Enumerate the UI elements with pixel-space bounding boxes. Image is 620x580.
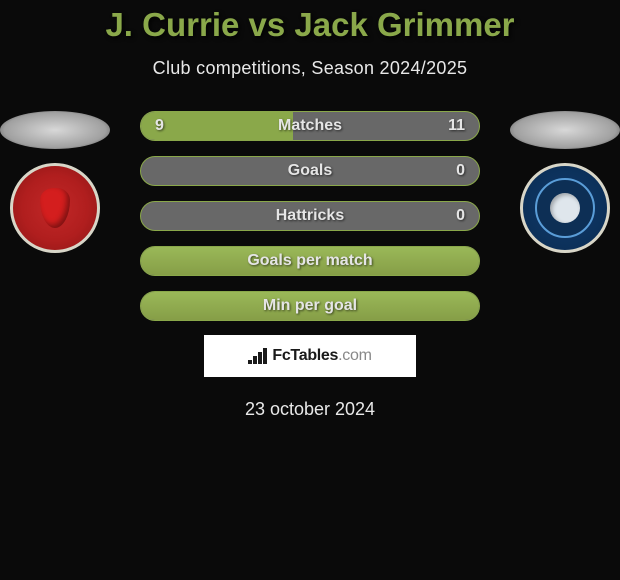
stat-row: Min per goal [140,291,480,321]
watermark-text: FcTables.com [272,347,371,365]
club-logo-right [520,163,610,253]
player-left-column [0,111,110,253]
watermark: FcTables.com [204,335,416,377]
stat-label: Matches [141,112,479,140]
stat-row: 9Matches11 [140,111,480,141]
page-title: J. Currie vs Jack Grimmer [0,0,620,44]
watermark-brand: FcTables [272,347,338,364]
season-subtitle: Club competitions, Season 2024/2025 [0,58,620,79]
comparison-panel: 9Matches11Goals0Hattricks0Goals per matc… [0,111,620,420]
club-logo-right-inner [535,178,595,238]
stat-value-right: 0 [456,202,465,230]
stat-row: Goals per match [140,246,480,276]
player-silhouette-left [0,111,110,149]
stat-row: Goals0 [140,156,480,186]
stat-label: Min per goal [141,292,479,320]
stat-row: Hattricks0 [140,201,480,231]
player-silhouette-right [510,111,620,149]
snapshot-date: 23 october 2024 [0,399,620,420]
stat-value-right: 11 [448,112,465,140]
player-right-column [510,111,620,253]
stat-label: Goals per match [141,247,479,275]
stat-label: Goals [141,157,479,185]
bar-chart-icon [248,348,267,364]
stats-container: 9Matches11Goals0Hattricks0Goals per matc… [140,111,480,321]
watermark-suffix: .com [338,347,371,364]
stat-label: Hattricks [141,202,479,230]
stat-value-right: 0 [456,157,465,185]
club-logo-left [10,163,100,253]
